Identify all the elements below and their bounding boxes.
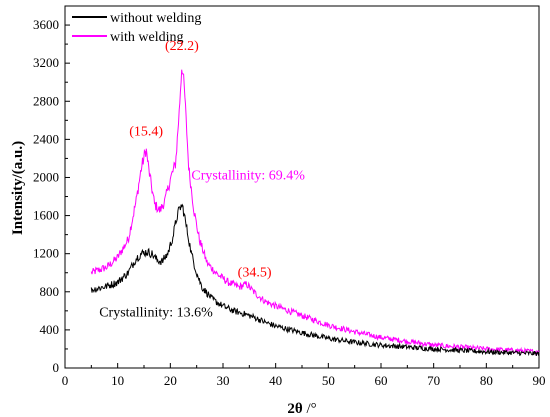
- y-tick-label: 3600: [33, 17, 59, 32]
- annotation-label: Crystallinity: 13.6%: [99, 306, 213, 321]
- x-tick-label: 90: [533, 373, 546, 388]
- legend-label: with welding: [110, 30, 184, 45]
- x-tick-label: 40: [269, 373, 282, 388]
- x-tick-label: 80: [480, 373, 493, 388]
- x-axis-title-unit: /°: [303, 401, 317, 417]
- y-tick-label: 2400: [33, 131, 59, 146]
- x-tick-label: 70: [427, 373, 440, 388]
- x-tick-label: 10: [111, 373, 124, 388]
- y-axis-title: Intensity/(a.u.): [10, 141, 26, 235]
- y-tick-label: 0: [53, 360, 60, 375]
- legend-label: without welding: [110, 11, 201, 26]
- annotation-label: (15.4): [129, 125, 163, 140]
- x-tick-label: 20: [164, 373, 177, 388]
- y-tick-label: 3200: [33, 55, 59, 70]
- y-tick-label: 400: [40, 322, 60, 337]
- y-tick-label: 2000: [33, 169, 59, 184]
- x-axis-title: 2θ /°: [287, 401, 316, 417]
- y-tick-label: 2800: [33, 93, 59, 108]
- x-tick-label: 60: [375, 373, 388, 388]
- y-tick-label: 800: [40, 284, 60, 299]
- x-tick-label: 50: [322, 373, 335, 388]
- annotation-label: (34.5): [238, 266, 272, 281]
- series-line-with-welding: [90, 69, 540, 356]
- annotation-label: (22.2): [165, 39, 199, 54]
- series-line-without-welding: [90, 203, 540, 357]
- x-axis-title-symbol: 2θ: [287, 401, 303, 417]
- annotation-label: Crystallinity: 69.4%: [191, 168, 305, 183]
- y-tick-label: 1200: [33, 246, 59, 261]
- y-tick-label: 1600: [33, 208, 59, 223]
- x-tick-label: 30: [217, 373, 230, 388]
- x-tick-label: 0: [62, 373, 69, 388]
